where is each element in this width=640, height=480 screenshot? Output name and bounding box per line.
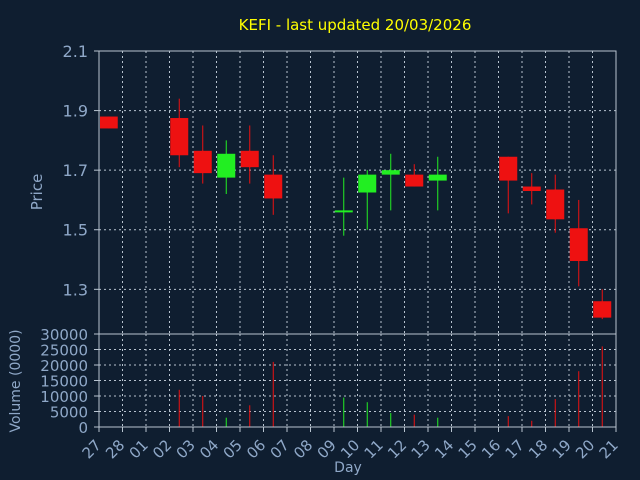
candle-body — [264, 174, 283, 199]
x-tick-label: 12 — [384, 436, 410, 462]
x-tick-label: 28 — [102, 436, 128, 462]
candle-body — [499, 156, 518, 181]
candle-body — [522, 186, 541, 192]
x-tick-labels: 2728010203040506070809101112131415161718… — [79, 436, 622, 462]
x-tick-label: 06 — [243, 436, 269, 462]
x-tick-label: 03 — [173, 436, 199, 462]
x-tick-label: 16 — [478, 436, 504, 462]
chart-title: KEFI - last updated 20/03/2026 — [239, 16, 472, 34]
x-tick-label: 21 — [596, 436, 622, 462]
x-tick-label: 05 — [220, 436, 246, 462]
candle-body — [381, 170, 400, 175]
price-tick-label: 2.1 — [63, 42, 88, 61]
candle-body — [358, 174, 377, 193]
candle-body — [240, 150, 259, 168]
volume-tick-label: 25000 — [40, 342, 88, 360]
x-tick-label: 18 — [525, 436, 551, 462]
x-tick-label: 13 — [408, 436, 434, 462]
x-tick-label: 15 — [455, 436, 481, 462]
candle-body — [170, 118, 189, 156]
candle-body — [569, 228, 588, 262]
x-tick-label: 19 — [549, 436, 575, 462]
volume-grid — [94, 333, 617, 432]
candles — [100, 98, 612, 320]
candle-body — [546, 189, 565, 220]
volume-tick-label: 20000 — [40, 357, 88, 375]
volume-tick-label: 30000 — [40, 326, 88, 344]
volume-plot-frame — [98, 333, 617, 428]
x-tick-label: 01 — [126, 436, 152, 462]
candle-body — [100, 116, 118, 129]
volume-bars — [178, 346, 603, 427]
price-tick-label: 1.3 — [63, 280, 88, 299]
x-tick-label: 10 — [337, 436, 363, 462]
x-tick-label: 09 — [314, 436, 340, 462]
x-tick-label: 14 — [431, 436, 457, 462]
volume-axis-label: Volume (0000) — [8, 329, 24, 432]
price-tick-label: 1.9 — [63, 102, 88, 121]
price-tick-labels: 2.1 1.9 1.7 1.5 1.3 — [63, 42, 88, 299]
volume-tick-label: 0 — [78, 419, 88, 437]
candle-body — [405, 174, 424, 187]
price-tick-label: 1.7 — [63, 161, 88, 180]
x-tick-label: 20 — [572, 436, 598, 462]
volume-tick-label: 15000 — [40, 373, 88, 391]
x-axis-label: Day — [334, 460, 362, 476]
volume-tick-label: 10000 — [40, 388, 88, 406]
candle-body — [217, 153, 236, 178]
candle-body — [193, 150, 212, 174]
x-tick-label: 27 — [79, 436, 105, 462]
x-tick-label: 07 — [267, 436, 293, 462]
candle-body — [428, 174, 447, 181]
x-tick-label: 11 — [361, 436, 387, 462]
x-tick-label: 02 — [149, 436, 175, 462]
x-tick-label: 04 — [196, 436, 222, 462]
x-tick-label: 08 — [290, 436, 316, 462]
price-axis-label: Price — [28, 174, 46, 211]
candle-body — [334, 210, 353, 213]
price-grid — [94, 50, 616, 334]
x-tick-label: 17 — [502, 436, 528, 462]
candle-body — [593, 301, 612, 318]
price-tick-label: 1.5 — [63, 221, 88, 240]
volume-tick-label: 5000 — [50, 404, 88, 422]
